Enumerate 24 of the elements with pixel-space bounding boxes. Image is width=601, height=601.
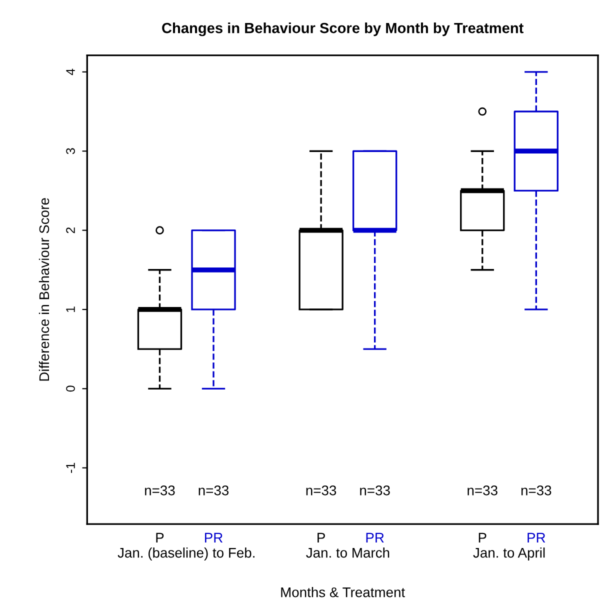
y-tick-label: -1 [66, 462, 75, 473]
y-tick-label: 0 [66, 386, 75, 392]
annotation: n=33 [468, 486, 498, 496]
y-tick-label: 1 [66, 306, 75, 312]
text: PR [366, 532, 384, 542]
y-axis-title: Difference in Behaviour Score [38, 198, 50, 381]
x-tick-label: Jan. to March [306, 548, 390, 558]
chart-title: Changes in Behaviour Score by Month by Treatment [162, 22, 524, 36]
annotation: n=33 [360, 486, 390, 496]
annotation: n=33 [306, 486, 336, 496]
annotation: n=33 [198, 486, 229, 496]
x-axis-title: Months & Treatment [281, 587, 405, 598]
y-tick-label: 3 [66, 148, 75, 154]
annotation: n=33 [145, 486, 175, 496]
annotation: n=33 [521, 486, 552, 496]
text: P [318, 532, 325, 542]
text: P [478, 532, 486, 542]
x-tick-label: Jan. to April [473, 548, 545, 560]
text: P [156, 532, 164, 542]
text: PR [205, 532, 223, 542]
x-tick-label: Jan. (baseline) to Feb. [118, 548, 254, 560]
y-tick-label: 2 [66, 227, 75, 234]
text: PR [528, 532, 546, 542]
y-tick-label: 4 [66, 68, 75, 76]
